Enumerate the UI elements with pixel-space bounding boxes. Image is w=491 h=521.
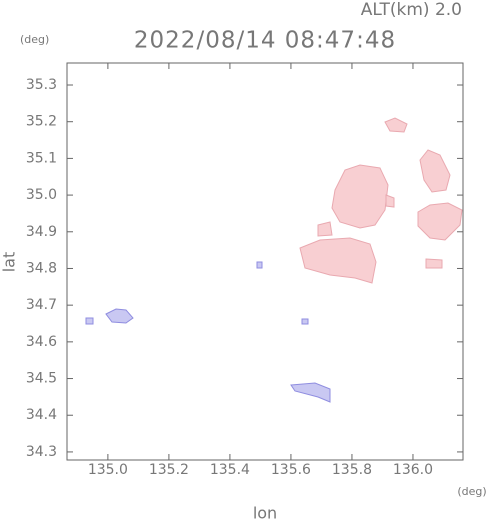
x-tick-label: 135.2 [149, 462, 189, 478]
altitude: ALT(km) 2.0 [361, 0, 462, 20]
y-tick-label: 34.6 [26, 334, 57, 350]
y-tick-label: 35.2 [26, 114, 57, 130]
echo [301, 318, 309, 325]
echo [384, 117, 408, 133]
x-tick-label: 135.6 [271, 462, 311, 478]
y-tick-label: 34.9 [26, 224, 57, 240]
y-tick-label: 34.8 [26, 260, 57, 276]
y-tick-label: 35.3 [26, 77, 57, 93]
y-tick-label: 34.5 [26, 371, 57, 387]
echo [317, 221, 333, 237]
x-unit: (deg) [457, 485, 486, 498]
y-tick-label: 35.0 [26, 187, 57, 203]
echo [256, 261, 263, 269]
plot-frame [66, 62, 464, 461]
echo [385, 194, 395, 208]
radar-echoes [85, 117, 463, 403]
echo [299, 237, 377, 284]
x-tick-label: 135.8 [332, 462, 372, 478]
echo [419, 149, 451, 193]
y-label: lat [0, 252, 19, 273]
x-label: lon [253, 504, 277, 521]
y-tick-label: 34.3 [26, 444, 57, 460]
y-unit: (deg) [20, 33, 49, 46]
echo [425, 258, 443, 269]
chart-title: 2022/08/14 08:47:48 [134, 28, 396, 54]
echo [105, 308, 134, 324]
y-tick-label: 34.7 [26, 297, 57, 313]
echo [85, 317, 94, 325]
echo [417, 202, 463, 241]
y-tick-label: 34.4 [26, 407, 57, 423]
x-tick-label: 135.0 [88, 462, 128, 478]
echo [290, 382, 331, 403]
x-tick-label: 135.4 [210, 462, 250, 478]
y-tick-label: 35.1 [26, 150, 57, 166]
echo [331, 164, 389, 229]
x-tick-label: 136.0 [393, 462, 433, 478]
